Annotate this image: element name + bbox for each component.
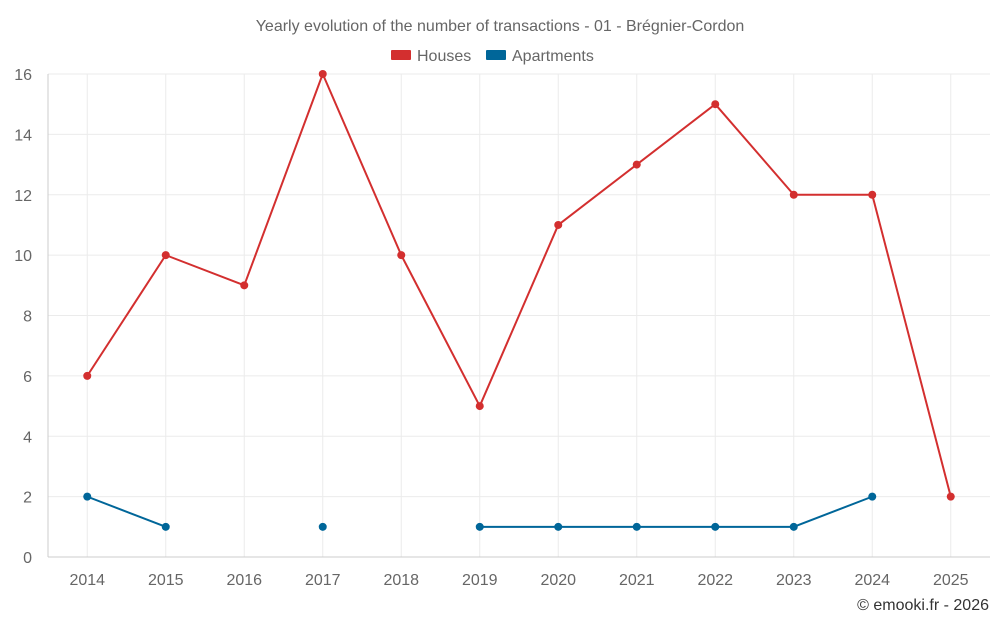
y-tick-label: 16	[14, 67, 32, 84]
y-tick-label: 8	[23, 309, 32, 326]
x-tick-label: 2019	[462, 572, 498, 589]
data-point-apartments[interactable]	[475, 522, 484, 531]
y-axis: 0 2 4 6 8 10 12 14 16	[14, 67, 32, 567]
data-point-houses[interactable]	[397, 251, 406, 260]
x-tick-label: 2015	[148, 572, 184, 589]
data-point-apartments[interactable]	[711, 522, 720, 531]
data-point-houses[interactable]	[632, 160, 641, 169]
x-tick-label: 2024	[854, 572, 890, 589]
data-point-houses[interactable]	[554, 220, 563, 229]
x-tick-label: 2016	[226, 572, 262, 589]
legend-label-houses: Houses	[417, 48, 471, 65]
series-line-houses	[86, 73, 952, 497]
data-point-houses[interactable]	[83, 371, 92, 380]
y-tick-label: 10	[14, 248, 32, 265]
data-point-houses[interactable]	[475, 402, 484, 411]
legend-swatch-apartments	[486, 50, 506, 60]
series-line-apartments	[479, 495, 873, 528]
y-tick-label: 14	[14, 127, 32, 144]
x-tick-label: 2022	[697, 572, 733, 589]
y-tick-label: 2	[23, 490, 32, 507]
legend: Houses Apartments	[391, 48, 594, 65]
data-point-apartments[interactable]	[868, 492, 877, 501]
x-tick-label: 2014	[69, 572, 105, 589]
data-point-houses[interactable]	[789, 190, 798, 199]
credit-text: © emooki.fr - 2026	[857, 597, 989, 614]
legend-item-houses[interactable]: Houses	[391, 48, 471, 65]
data-point-houses[interactable]	[868, 190, 877, 199]
data-point-houses[interactable]	[161, 251, 170, 260]
data-point-apartments[interactable]	[554, 522, 563, 531]
data-point-houses[interactable]	[318, 70, 327, 78]
x-tick-label: 2020	[540, 572, 576, 589]
x-tick-label: 2021	[619, 572, 655, 589]
data-point-apartments[interactable]	[789, 522, 798, 531]
data-point-apartments[interactable]	[632, 522, 641, 531]
grid	[47, 73, 990, 558]
legend-item-apartments[interactable]: Apartments	[486, 48, 594, 65]
x-tick-label: 2025	[933, 572, 969, 589]
x-axis: 2014 2015 2016 2017 2018 2019 2020 2021 2022 2023…	[69, 572, 968, 589]
x-tick-label: 2018	[383, 572, 419, 589]
y-tick-label: 6	[23, 369, 32, 386]
legend-swatch-houses	[391, 50, 411, 60]
data-point-apartments[interactable]	[83, 492, 92, 501]
data-point-houses[interactable]	[711, 100, 720, 109]
x-tick-label: 2017	[305, 572, 341, 589]
series-layer	[83, 70, 955, 531]
series-line-apartments	[86, 495, 167, 528]
data-point-apartments[interactable]	[318, 522, 327, 531]
chart-title: Yearly evolution of the number of transa…	[256, 18, 745, 35]
y-tick-label: 4	[23, 429, 32, 446]
data-point-houses[interactable]	[946, 492, 955, 501]
data-point-houses[interactable]	[240, 281, 249, 290]
data-point-apartments[interactable]	[161, 522, 170, 531]
x-tick-label: 2023	[776, 572, 812, 589]
y-tick-label: 12	[14, 188, 32, 205]
y-tick-label: 0	[23, 550, 32, 567]
legend-label-apartments: Apartments	[512, 48, 594, 65]
